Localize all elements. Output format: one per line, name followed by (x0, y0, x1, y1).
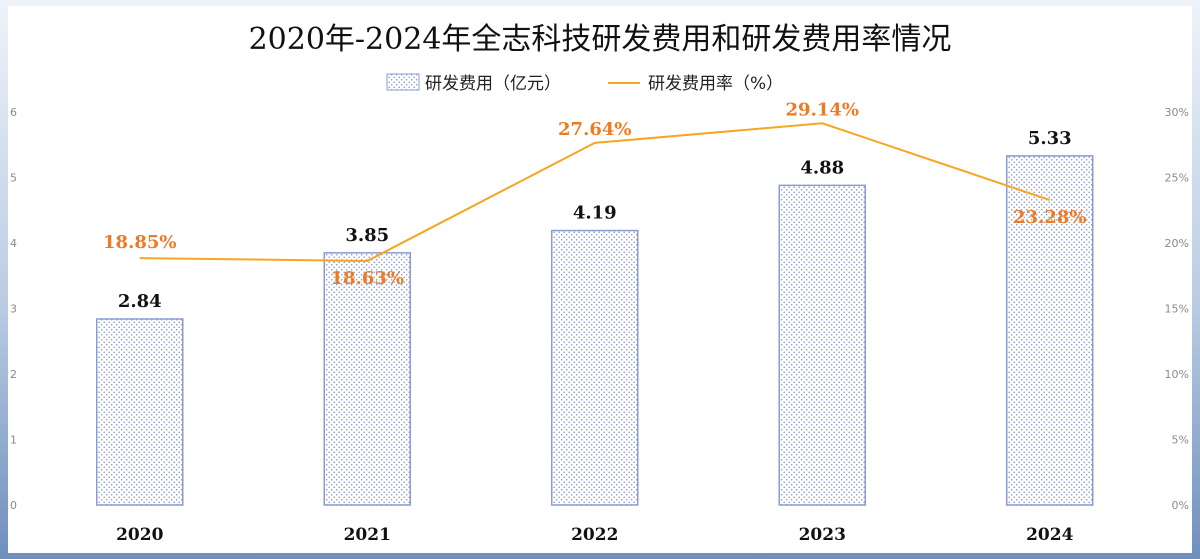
line-series: 18.85% 18.63% 27.64% 29.14% 23.28% (103, 99, 1086, 289)
x-axis: 2020 2021 2022 2023 2024 (116, 525, 1073, 545)
bar-value-label: 3.85 (345, 225, 389, 246)
y-axis-left: 0 1 2 3 4 5 6 (10, 106, 17, 512)
x-tick-label: 2022 (571, 525, 618, 545)
line-value-label: 23.28% (1013, 207, 1086, 228)
y-left-tick-label: 6 (10, 106, 17, 119)
legend: 研发费用（亿元） 研发费用率（%） (386, 73, 783, 94)
x-tick-label: 2021 (344, 525, 391, 545)
bar (323, 252, 411, 506)
y-right-tick-label: 25% (1165, 172, 1189, 185)
line-value-label: 27.64% (558, 119, 631, 140)
line-value-label: 29.14% (786, 99, 859, 120)
y-left-tick-label: 5 (10, 172, 17, 185)
bar-value-label: 5.33 (1028, 128, 1072, 149)
y-right-tick-label: 15% (1165, 303, 1189, 316)
x-tick-label: 2020 (116, 525, 163, 545)
bar-value-label: 4.88 (800, 157, 844, 178)
bar (1006, 155, 1094, 506)
y-axis-right: 0% 5% 10% 15% 20% 25% 30% (1165, 106, 1189, 512)
line-value-label: 18.63% (331, 268, 404, 289)
y-left-tick-label: 0 (10, 499, 17, 512)
y-right-tick-label: 20% (1165, 237, 1189, 250)
y-right-tick-label: 10% (1165, 368, 1189, 381)
x-tick-label: 2024 (1026, 525, 1073, 545)
legend-bar-label: 研发费用（亿元） (425, 74, 561, 94)
bar (778, 184, 866, 506)
chart-title: 2020年-2024年全志科技研发费用和研发费用率情况 (249, 22, 952, 57)
bar-value-label: 2.84 (118, 291, 162, 312)
y-left-tick-label: 3 (10, 303, 17, 316)
line-value-label: 18.85% (103, 232, 176, 253)
y-right-tick-label: 0% (1172, 499, 1189, 512)
y-right-tick-label: 5% (1172, 434, 1189, 447)
combo-chart: 2020年-2024年全志科技研发费用和研发费用率情况 研发费用（亿元） 研发费… (10, 22, 1189, 545)
y-right-tick-label: 30% (1165, 106, 1189, 119)
rate-line (139, 122, 1051, 262)
y-left-tick-label: 1 (10, 434, 17, 447)
legend-bar-swatch (386, 73, 420, 91)
bar (551, 229, 639, 506)
bar-series: 2.84 3.85 4.19 4.88 5.33 (96, 128, 1094, 506)
bar (96, 318, 184, 506)
legend-line-label: 研发费用率（%） (648, 74, 783, 94)
bar-value-label: 4.19 (573, 203, 617, 224)
chart-panel: 2020年-2024年全志科技研发费用和研发费用率情况 研发费用（亿元） 研发费… (8, 6, 1192, 553)
y-left-tick-label: 4 (10, 237, 17, 250)
y-left-tick-label: 2 (10, 368, 17, 381)
x-tick-label: 2023 (799, 525, 846, 545)
